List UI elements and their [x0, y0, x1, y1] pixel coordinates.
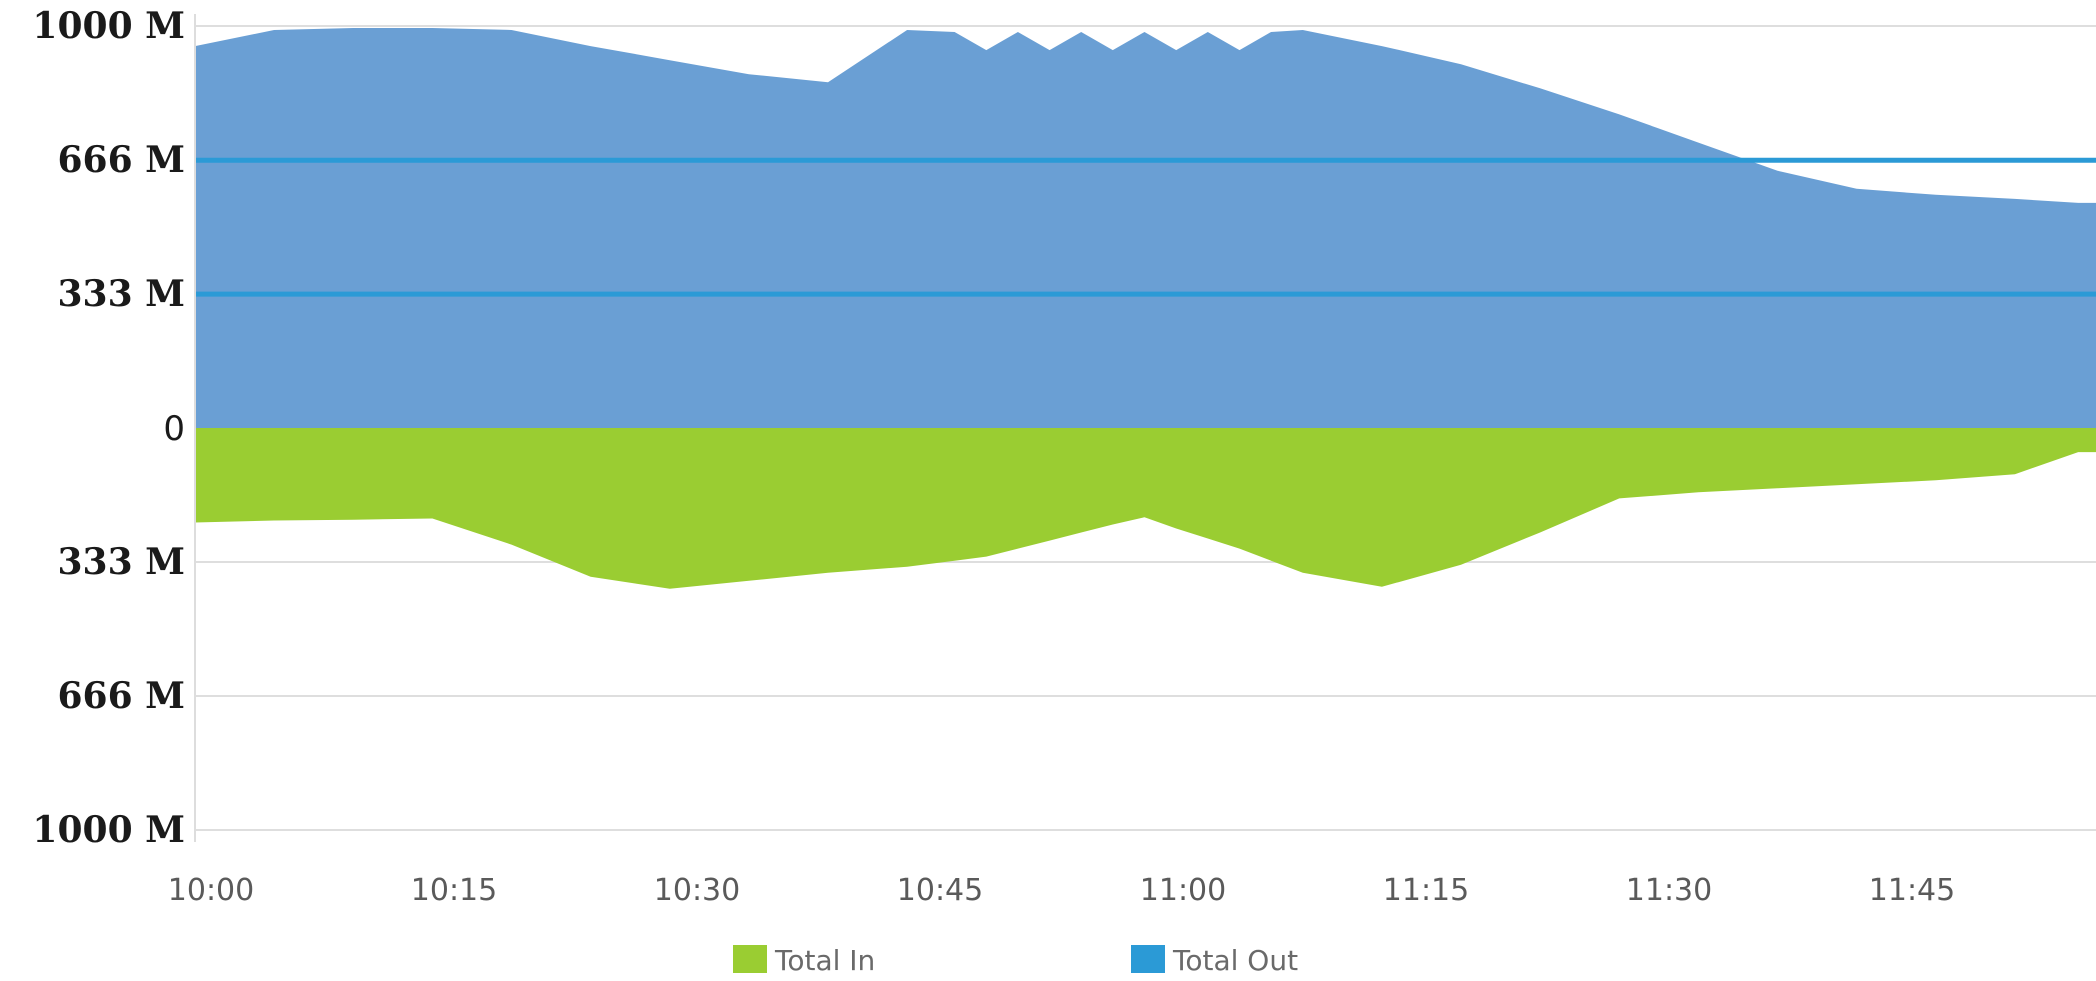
y-tick-label: 1000 M — [32, 809, 185, 851]
legend-label-total-in: Total In — [774, 944, 875, 977]
legend-swatch-total-out — [1131, 945, 1165, 973]
x-tick-label: 11:15 — [1383, 873, 1469, 908]
y-tick-label: 0 — [163, 409, 185, 449]
area-total-out — [195, 28, 2096, 428]
plot-area — [195, 28, 2096, 589]
y-tick-label: 666 M — [57, 139, 185, 181]
x-axis-ticks: 10:00 10:15 10:30 10:45 11:00 11:15 11:30 11:45… — [168, 873, 1955, 908]
x-tick-label: 10:30 — [654, 873, 740, 908]
y-tick-label: 1000 M — [32, 5, 185, 47]
x-tick-label: 11:30 — [1626, 873, 1712, 908]
x-tick-label: 11:00 — [1140, 873, 1226, 908]
y-tick-label: 666 M — [57, 675, 185, 717]
x-tick-label: 10:45 — [897, 873, 983, 908]
x-tick-label: 10:00 — [168, 873, 254, 908]
legend-label-total-out: Total Out — [1172, 944, 1298, 977]
reference-lines — [195, 157, 2096, 297]
y-tick-label: 333 M — [57, 273, 185, 315]
area-total-in — [195, 428, 2096, 589]
legend-swatch-total-in — [733, 945, 767, 973]
x-tick-label: 10:15 — [411, 873, 497, 908]
x-tick-label: 11:45 — [1869, 873, 1955, 908]
legend: Total In Total Out — [733, 944, 1298, 977]
y-axis-ticks: 1000 M 666 M 333 M 0 333 M 666 M 1000 M — [32, 5, 185, 851]
y-tick-label: 333 M — [57, 541, 185, 583]
